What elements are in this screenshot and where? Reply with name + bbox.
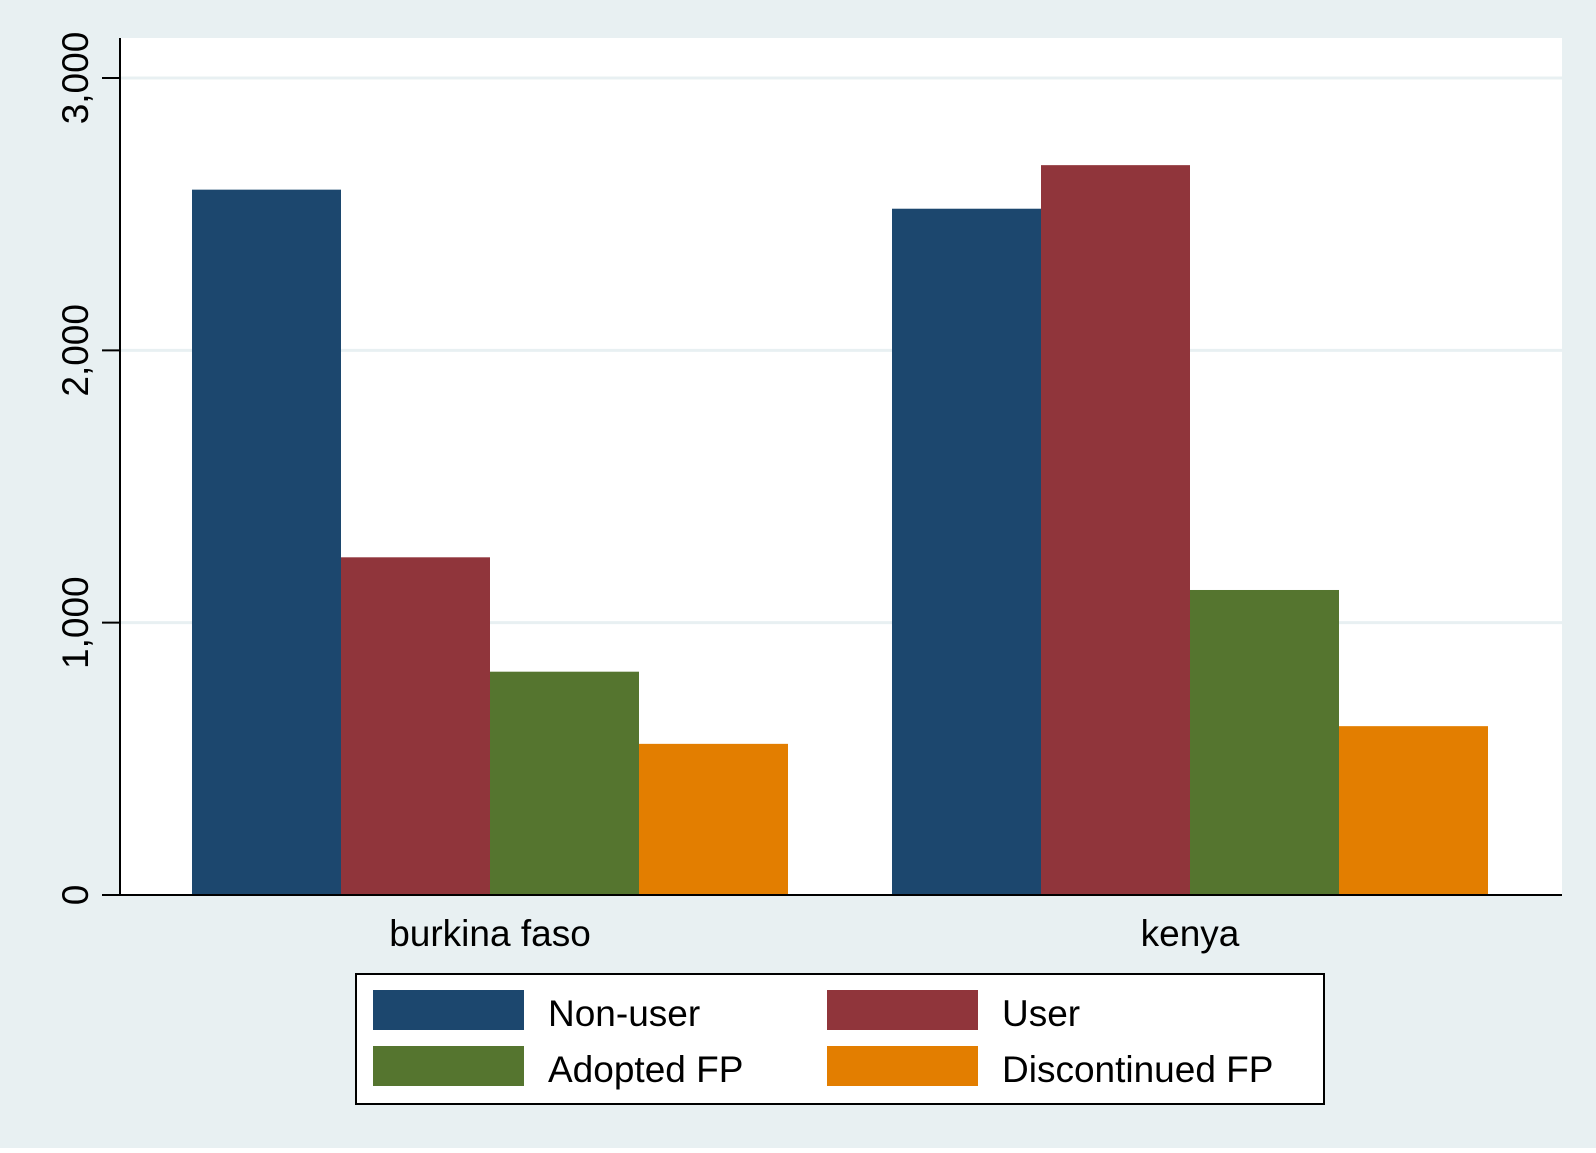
legend-label: Non-user (548, 993, 700, 1034)
y-tick-label: 0 (55, 885, 96, 906)
legend-swatch-non-user (373, 990, 524, 1030)
bars (192, 165, 1488, 896)
legend-swatch-adopted-fp (373, 1046, 524, 1086)
bar-non-user-burkina-faso (192, 189, 341, 895)
bar-user-burkina-faso (341, 557, 490, 895)
y-tick-label: 3,000 (55, 32, 96, 125)
legend-label: User (1002, 993, 1080, 1034)
legend-swatch-discontinued-fp (827, 1046, 978, 1086)
y-tick-label: 1,000 (55, 576, 96, 669)
legend-swatch-user (827, 990, 978, 1030)
y-tick-label: 2,000 (55, 304, 96, 397)
legend: Non-user User Adopted FP Discontinued FP (355, 973, 1325, 1105)
bar-adopted-fp-kenya (1190, 589, 1339, 895)
bar-adopted-fp-burkina-faso (490, 671, 639, 895)
legend-label: Discontinued FP (1002, 1049, 1273, 1090)
bar-non-user-kenya (892, 208, 1041, 896)
bar-discontinued-fp-burkina-faso (639, 743, 788, 895)
bar-discontinued-fp-kenya (1339, 726, 1488, 895)
axes: 0 1,000 2,000 3,000 burkina faso kenya (55, 32, 1562, 954)
bar-user-kenya (1041, 165, 1190, 895)
legend-label: Adopted FP (548, 1049, 743, 1090)
x-category-label: burkina faso (389, 913, 591, 954)
x-category-label: kenya (1141, 913, 1240, 954)
